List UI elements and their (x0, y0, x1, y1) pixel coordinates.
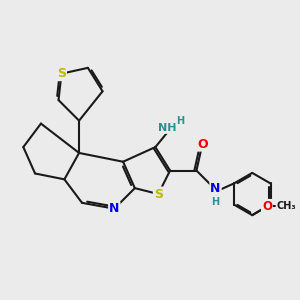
Text: N: N (109, 202, 119, 215)
Text: CH₃: CH₃ (276, 201, 296, 211)
Text: NH: NH (158, 123, 176, 133)
Text: H: H (176, 116, 184, 126)
Text: S: S (154, 188, 163, 200)
Text: O: O (197, 138, 208, 151)
Text: H: H (212, 197, 220, 207)
Text: S: S (57, 67, 66, 80)
Text: N: N (210, 182, 221, 195)
Text: O: O (262, 200, 272, 213)
